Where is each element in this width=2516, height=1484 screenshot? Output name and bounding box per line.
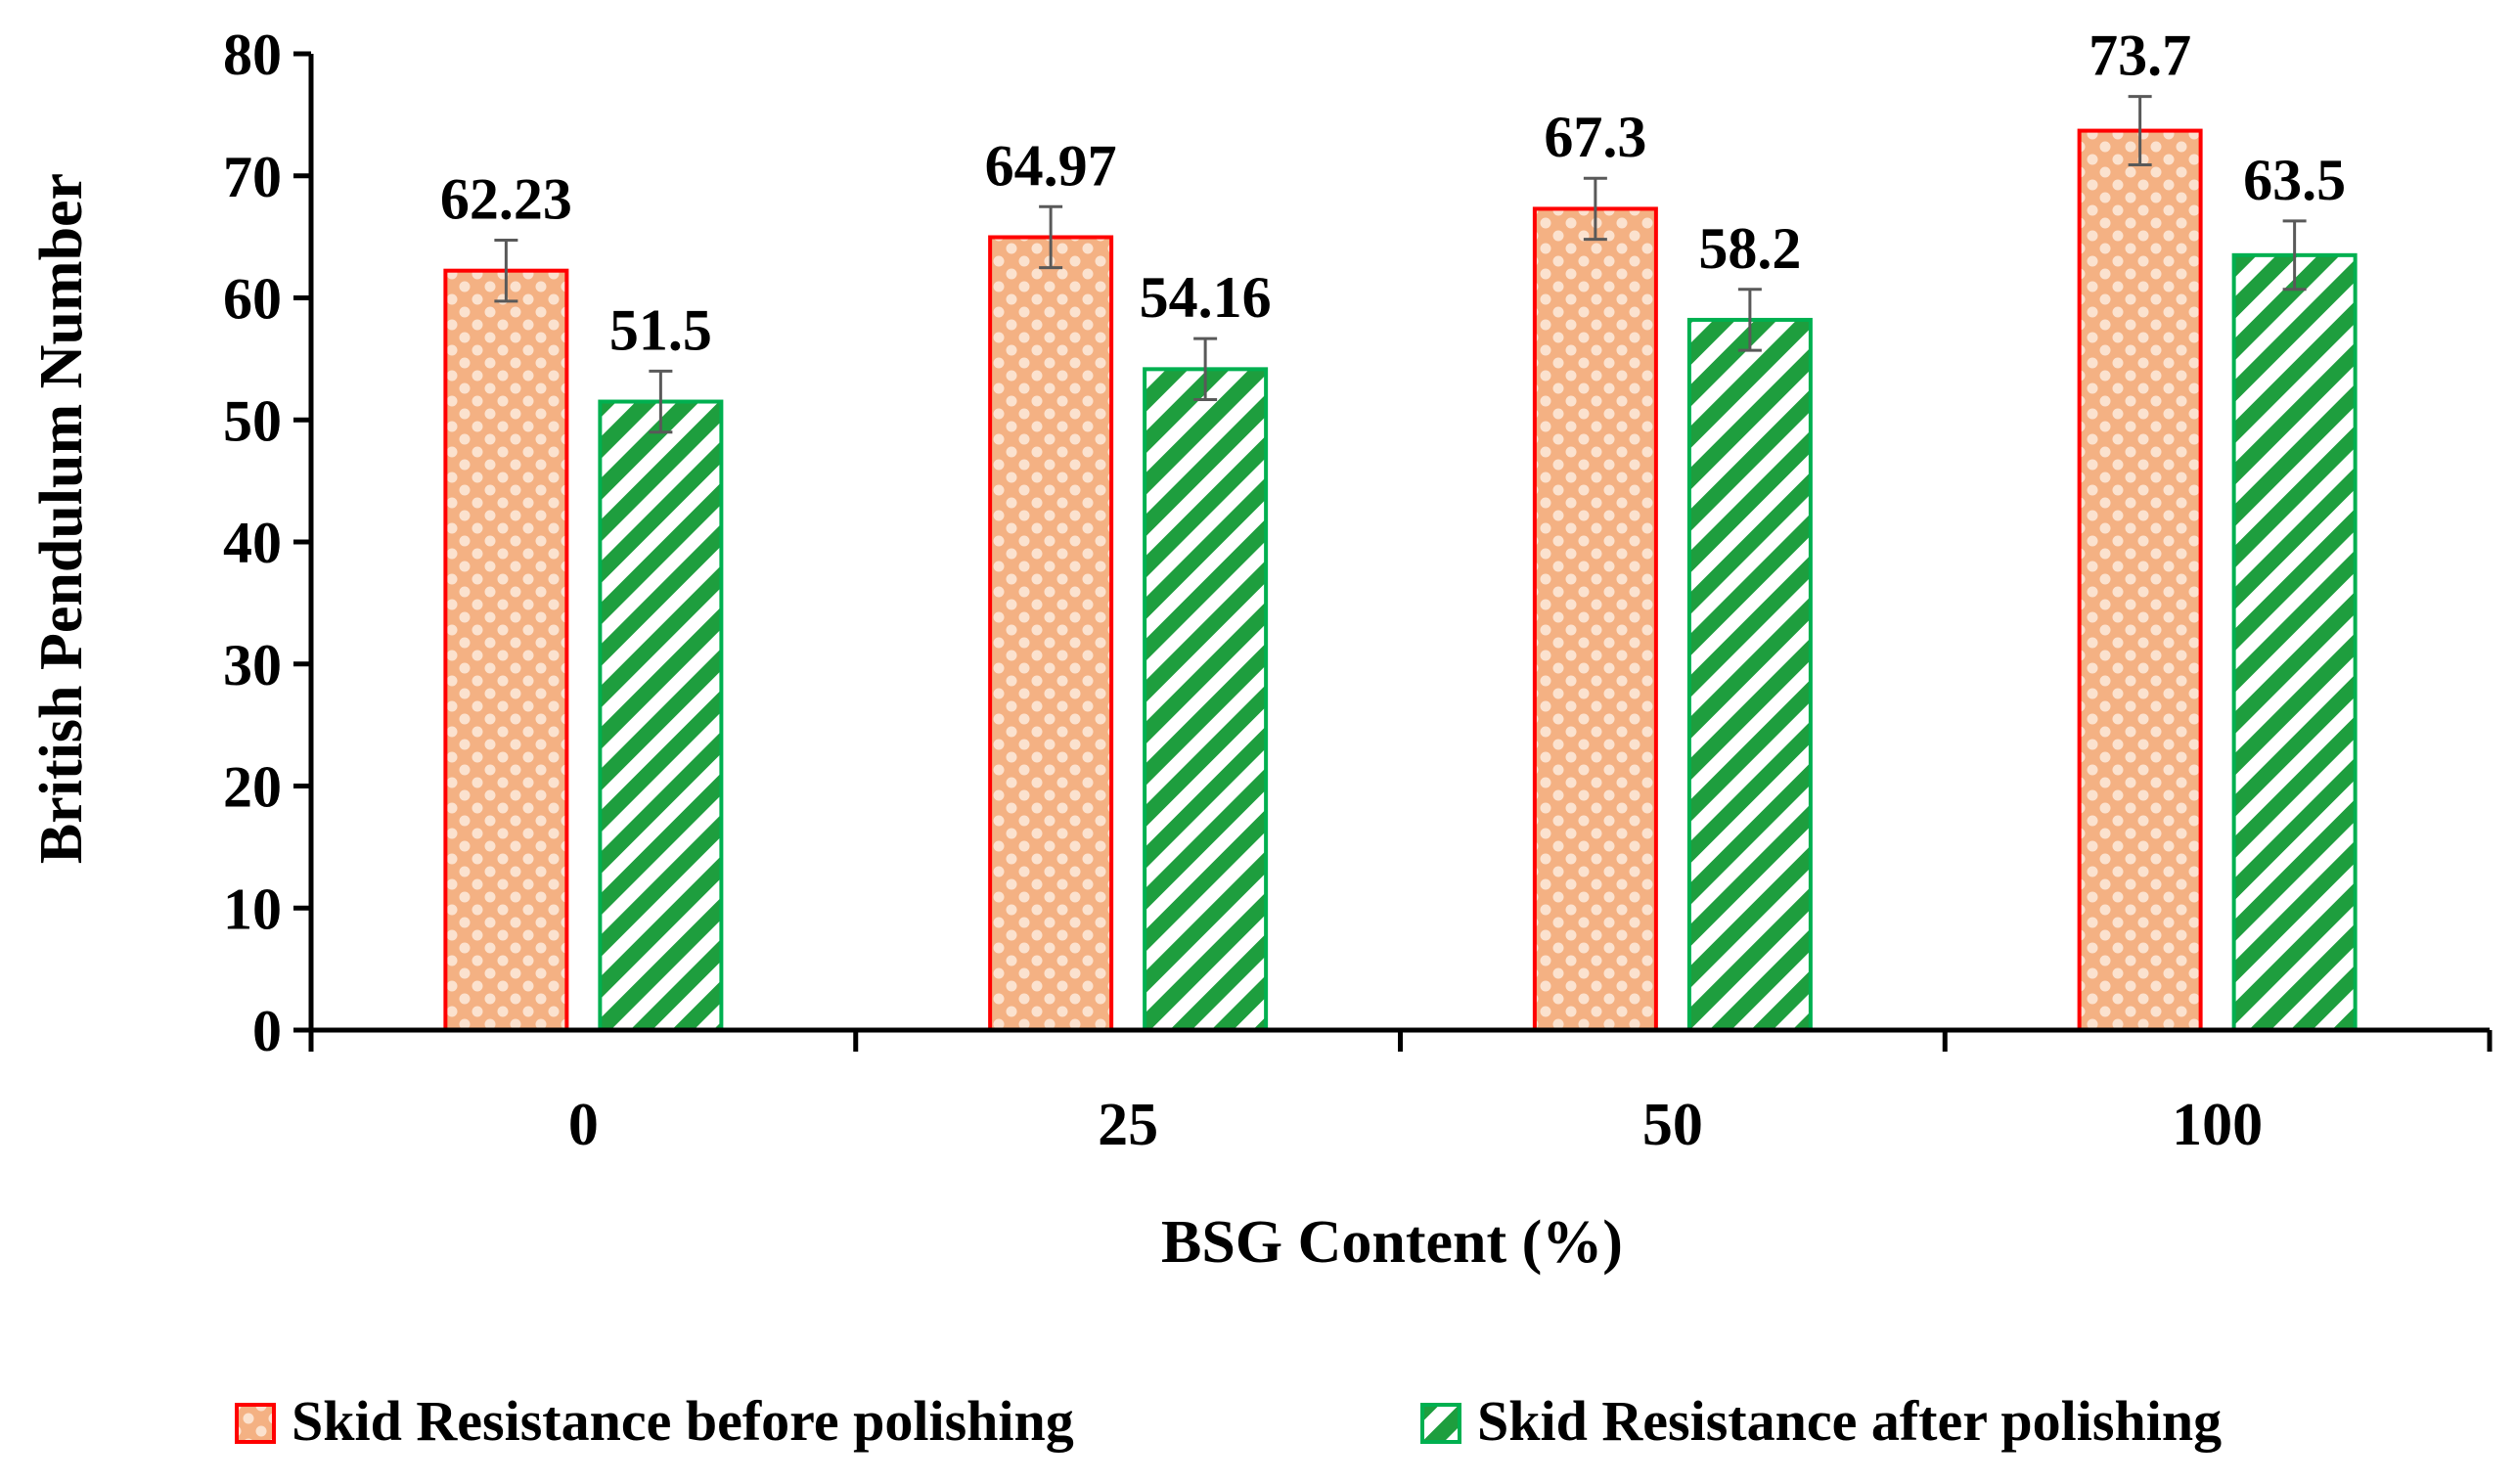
y-tick-label: 40 [223, 511, 282, 575]
bar [443, 268, 569, 1033]
y-tick-label: 0 [252, 999, 282, 1063]
bar [1686, 317, 1813, 1032]
bar [988, 235, 1114, 1032]
x-axis-tick-labels: 0 25 50 100 [568, 1092, 2263, 1158]
y-axis-title: British Pendulum Number [28, 173, 95, 864]
legend-swatch-after-polishing [1420, 1403, 1461, 1444]
data-labels: 62.23 64.97 67.3 73.7 51.5 54.16 58.2 63.5 [440, 23, 2346, 363]
bar [2077, 128, 2203, 1032]
axes [293, 51, 2493, 1052]
x-tick-label: 0 [568, 1092, 599, 1158]
x-tick-label: 100 [2172, 1092, 2263, 1158]
data-label: 63.5 [2243, 148, 2346, 212]
bars [443, 128, 2358, 1033]
y-tick-label: 50 [223, 388, 282, 453]
data-label: 67.3 [1544, 105, 1646, 169]
data-label: 58.2 [1698, 216, 1801, 281]
data-label: 73.7 [2089, 23, 2191, 88]
error-bars [494, 95, 2307, 434]
x-tick-label: 50 [1642, 1092, 1703, 1158]
data-label: 64.97 [985, 133, 1117, 198]
y-tick-label: 80 [223, 22, 282, 87]
bar [1532, 206, 1658, 1032]
y-tick-label: 10 [223, 877, 282, 941]
legend: Skid Resistance before polishing Skid Re… [235, 1389, 2222, 1453]
y-tick-label: 30 [223, 633, 282, 697]
x-axis-title: BSG Content (%) [1161, 1209, 1623, 1276]
y-tick-label: 60 [223, 267, 282, 332]
legend-swatch-before-polishing [235, 1403, 276, 1444]
bar [2231, 252, 2358, 1032]
bar [598, 399, 724, 1033]
bar [1143, 367, 1269, 1032]
data-label: 51.5 [609, 297, 712, 362]
y-tick-label: 20 [223, 755, 282, 820]
data-label: 62.23 [440, 166, 572, 231]
legend-label-after-polishing: Skid Resistance after polishing [1477, 1389, 2222, 1453]
data-label: 54.16 [1140, 265, 1272, 330]
y-axis-tick-labels: 0 10 20 30 40 50 60 70 80 [223, 22, 282, 1063]
y-tick-label: 70 [223, 145, 282, 209]
legend-label-before-polishing: Skid Resistance before polishing [292, 1389, 1074, 1453]
x-tick-label: 25 [1098, 1092, 1158, 1158]
